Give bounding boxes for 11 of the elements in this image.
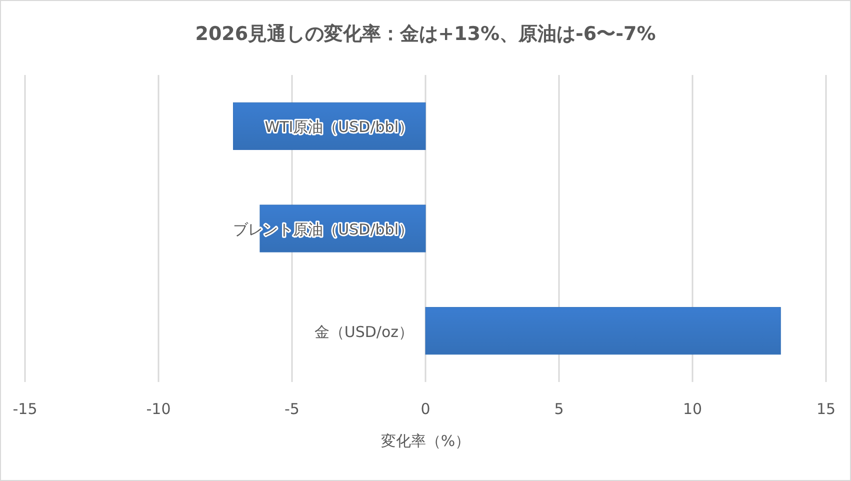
x-tick-label: -10 xyxy=(146,400,171,418)
x-tick-label: 10 xyxy=(682,400,702,418)
y-tick-label: 金（USD/oz） xyxy=(314,322,414,341)
y-tick-label: WTI原油（USD/bbl） xyxy=(264,118,414,136)
x-tick-label: -5 xyxy=(284,400,300,418)
chart-title: 2026見通しの変化率：金は+13%、原油は-6〜-7% xyxy=(195,23,656,45)
x-tick-label: 5 xyxy=(554,400,564,418)
x-axis-title: 変化率（%） xyxy=(380,432,470,450)
x-tick-label: 15 xyxy=(816,400,836,418)
x-tick-label: 0 xyxy=(420,400,430,418)
x-tick-label: -15 xyxy=(12,400,38,418)
